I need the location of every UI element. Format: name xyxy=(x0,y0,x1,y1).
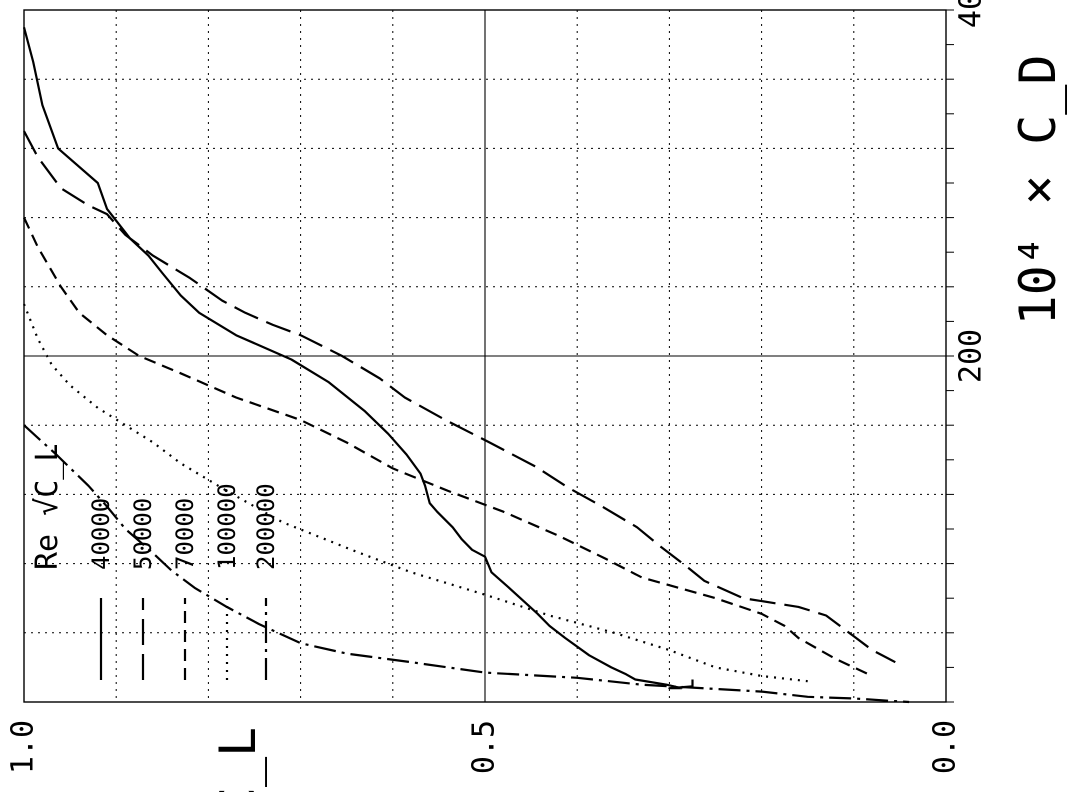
y-axis-title: C_L xyxy=(209,727,267,792)
series-layer xyxy=(22,27,910,704)
grid-lines xyxy=(24,9,954,703)
y-tick-label: 0.0 xyxy=(928,720,963,774)
x-tick-label: 40 xyxy=(954,0,989,28)
plot-frame xyxy=(23,9,947,703)
series-line-70000 xyxy=(23,217,873,677)
series-line-40000 xyxy=(22,27,694,690)
x-axis-title: 10⁴ × C_D xyxy=(1009,55,1067,326)
series-line-100000 xyxy=(22,303,808,683)
legend-label-100000: 100000 xyxy=(213,483,241,570)
series-line-50000 xyxy=(23,130,896,664)
y-tick-label: 1.0 xyxy=(6,720,41,774)
legend-label-40000: 40000 xyxy=(87,498,115,570)
legend-label-70000: 70000 xyxy=(171,498,199,570)
series-line-200000 xyxy=(23,424,910,704)
tick-labels: 200 40 0.0 0.5 1.0 xyxy=(6,0,989,774)
legend-label-200000: 200000 xyxy=(252,483,280,570)
legend: Re √C_L 40000 50000 70000 100000 200000 xyxy=(30,444,280,680)
y-tick-label: 0.5 xyxy=(467,720,502,774)
x-tick-label: 200 xyxy=(954,329,989,383)
legend-title: Re √C_L xyxy=(30,444,65,570)
legend-label-50000: 50000 xyxy=(129,498,157,570)
